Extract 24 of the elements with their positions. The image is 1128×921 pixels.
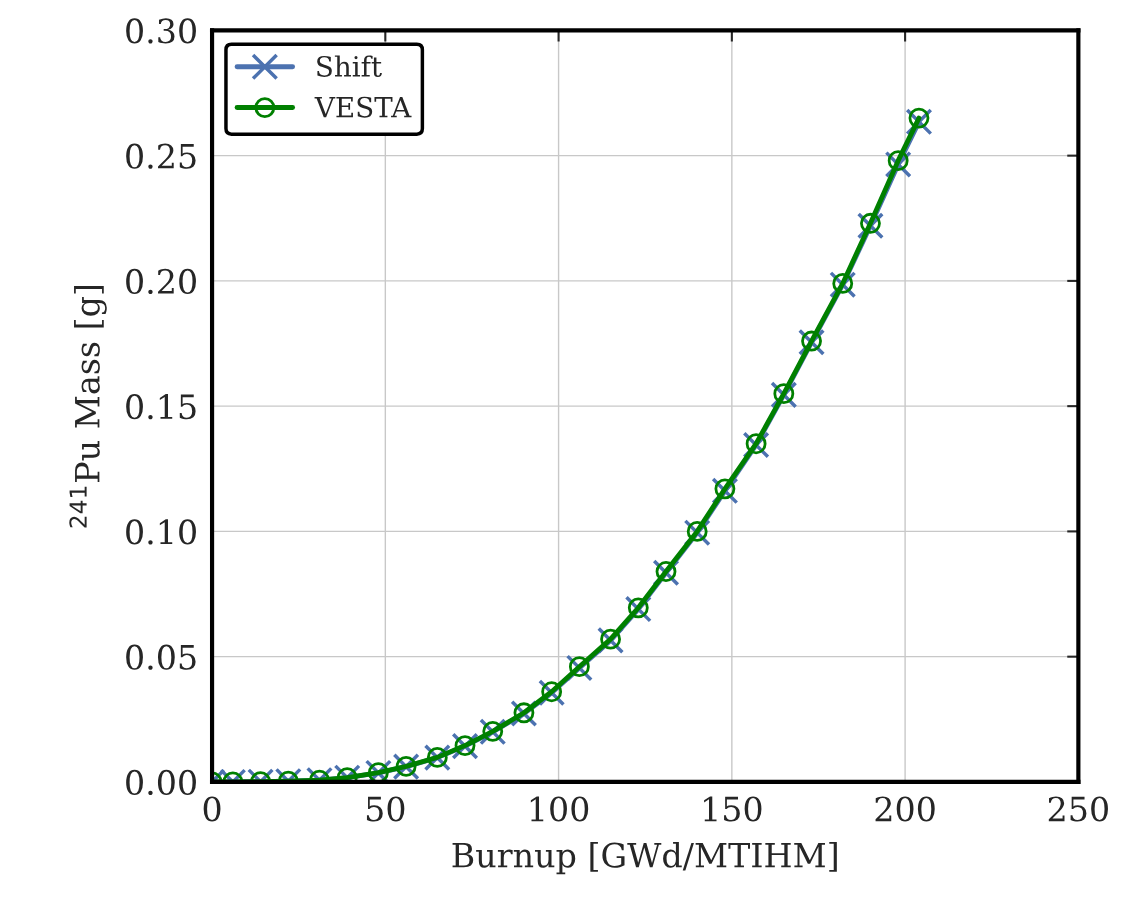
x-tick-label: 250 xyxy=(1048,796,1108,822)
point xyxy=(908,107,930,129)
y-axis-title: $^{241}$Pu Mass [g] xyxy=(69,285,107,528)
x-tick-label: 150 xyxy=(704,796,762,822)
legend-label: VESTA xyxy=(314,96,412,118)
x-tick-label: 0 xyxy=(203,796,221,822)
x-axis-title: Burnup [GWd/MTIHM] xyxy=(452,841,837,875)
x-tick-label: 200 xyxy=(875,796,935,822)
point xyxy=(832,272,854,294)
point xyxy=(686,521,708,542)
y-tick-label: 0.25 xyxy=(126,143,196,169)
y-tick-label: 0.05 xyxy=(126,644,196,670)
y-tick-label: 0.15 xyxy=(126,394,196,420)
y-tick-label: 0.00 xyxy=(126,769,196,796)
legend-label: Shift xyxy=(317,55,382,77)
y-tick-label: 0.10 xyxy=(126,519,196,545)
point xyxy=(714,478,736,500)
x-tick-label: 100 xyxy=(530,796,589,822)
y-tick-label: 0.30 xyxy=(126,18,196,44)
x-tick-label: 50 xyxy=(366,796,405,822)
y-tick-label: 0.20 xyxy=(126,268,196,295)
point xyxy=(860,212,881,234)
point xyxy=(655,561,677,582)
point xyxy=(887,150,909,172)
